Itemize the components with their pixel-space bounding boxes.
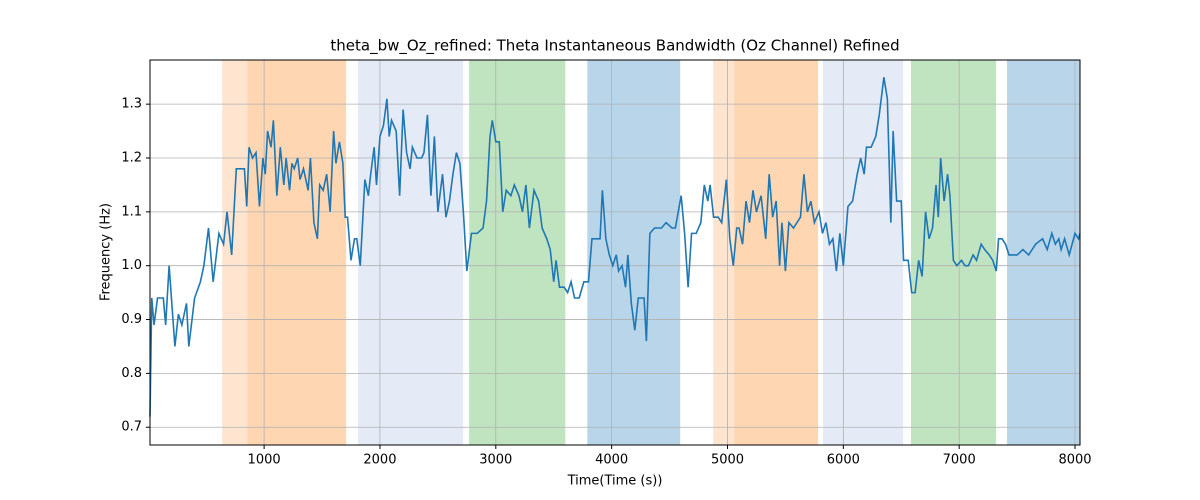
y-tick-label: 0.8: [121, 366, 142, 381]
x-axis-label: Time(Time (s)): [567, 474, 663, 489]
data-line: [149, 77, 1081, 417]
shaded-band: [587, 60, 681, 445]
grid: [150, 60, 1080, 445]
shaded-band: [222, 60, 248, 445]
y-tick-label: 0.7: [121, 420, 142, 435]
y-tick-label: 1.0: [121, 258, 142, 273]
plot-frame: [149, 59, 1081, 446]
y-tick-label: 1.2: [121, 151, 142, 166]
x-tick-label: 5000: [711, 453, 744, 468]
chart-title: theta_bw_Oz_refined: Theta Instantaneous…: [330, 37, 899, 56]
shaded-band: [713, 60, 735, 445]
x-tick-label: 1000: [248, 453, 281, 468]
y-tick-label: 1.3: [121, 97, 142, 112]
labels: 1000 2000 3000 4000 5000 6000 7000 8000 0.7 0.8 0.…: [121, 97, 1091, 468]
y-tick-label: 0.9: [121, 312, 142, 327]
x-tick-label: 3000: [479, 453, 512, 468]
bands: [222, 60, 1080, 445]
shaded-band: [734, 60, 819, 445]
shaded-band: [469, 60, 566, 445]
x-tick-label: 7000: [943, 453, 976, 468]
shaded-band: [247, 60, 347, 445]
x-tick-label: 6000: [827, 453, 860, 468]
y-axis-label: Frequency (Hz): [99, 203, 114, 301]
x-tick-label: 4000: [595, 453, 628, 468]
lines: [149, 77, 1081, 417]
x-tick-label: 8000: [1058, 453, 1091, 468]
shaded-band: [823, 60, 904, 445]
shaded-band: [358, 60, 464, 445]
y-tick-label: 1.1: [121, 204, 142, 219]
x-tick-label: 2000: [363, 453, 396, 468]
